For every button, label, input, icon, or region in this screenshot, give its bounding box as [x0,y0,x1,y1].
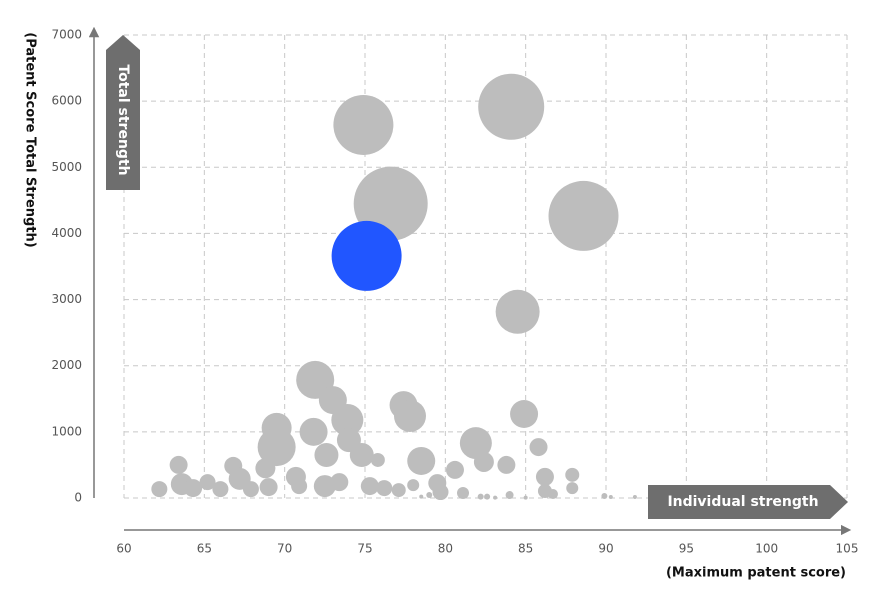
bubble [419,494,424,499]
bubble [255,458,276,479]
y-tick-label: 2000 [51,358,82,372]
x-tick-label: 80 [438,542,453,556]
bubble [299,417,328,446]
annotation: Total strength [115,64,131,175]
bubble [608,495,613,500]
bubble [473,451,494,472]
y-tick-label: 6000 [51,94,82,108]
bubble [445,460,464,479]
bubble [426,492,433,499]
bubble [333,94,394,155]
bubble [495,289,540,334]
bubble [393,399,426,432]
bubble [407,446,436,475]
bubble [535,467,554,486]
bubble [184,479,203,498]
x-tick-label: 70 [277,542,292,556]
bubble [484,493,491,500]
bubble [199,474,216,491]
x-axis-title: (Maximum patent score) [666,566,846,581]
y-tick-label: 4000 [51,226,82,240]
bubble [330,473,349,492]
y-tick-label: 0 [74,491,82,505]
bubble [601,493,608,500]
y-tick-label: 3000 [51,292,82,306]
bubble [407,479,420,492]
bubble [151,481,168,498]
bubble [477,493,484,500]
annotation: Individual strength [667,494,818,510]
bubble [376,480,393,497]
bubble [391,483,406,498]
bubble [505,491,514,500]
bubble [212,481,229,498]
bubbles [151,73,682,501]
x-tick-label: 105 [836,542,859,556]
bubble [565,467,580,482]
x-tick-label: 95 [679,542,694,556]
y-tick-label: 5000 [51,160,82,174]
bubble [314,443,339,468]
bubble [242,481,259,498]
y-tick-label: 7000 [51,28,82,42]
x-tick-label: 65 [197,542,212,556]
x-tick-label: 85 [518,542,533,556]
bubble [493,495,498,500]
y-axis-title: (Patent Score Total Strength) [23,32,38,248]
bubble [548,180,619,251]
x-tick-label: 100 [755,542,778,556]
bubble [291,478,308,495]
bubble [331,220,402,291]
bubble [529,438,548,457]
bubble [523,495,528,500]
bubble [432,484,449,501]
bubble [510,399,539,428]
bubble [497,455,516,474]
y-tick-label: 1000 [51,424,82,438]
bubble [331,403,364,436]
annotation-box [106,35,140,190]
bubble [370,452,385,467]
x-tick-label: 60 [116,542,131,556]
bubble [349,443,374,468]
annotation-box [648,485,848,519]
bubble [259,478,278,497]
bubble [547,489,558,500]
bubble [360,477,379,496]
bubble [457,487,470,500]
bubble [459,427,492,460]
bubble [169,455,188,474]
bubble [313,475,336,498]
bubble [566,482,579,495]
bubble [257,428,296,467]
x-tick-label: 75 [357,542,372,556]
bubble [632,495,637,500]
bubble [478,73,545,140]
x-tick-label: 90 [598,542,613,556]
